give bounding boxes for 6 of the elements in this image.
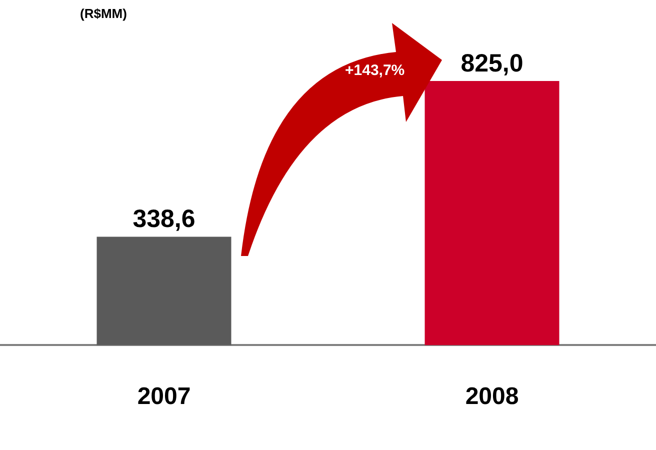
data-label: 338,6	[132, 205, 196, 234]
x-tick-label: 2007	[137, 383, 191, 410]
x-tick-label: 2008	[465, 383, 519, 410]
data-label: 825,0	[460, 49, 524, 78]
text: +143,7%	[345, 62, 405, 79]
y-axis-title: (R$MM)	[80, 6, 127, 22]
